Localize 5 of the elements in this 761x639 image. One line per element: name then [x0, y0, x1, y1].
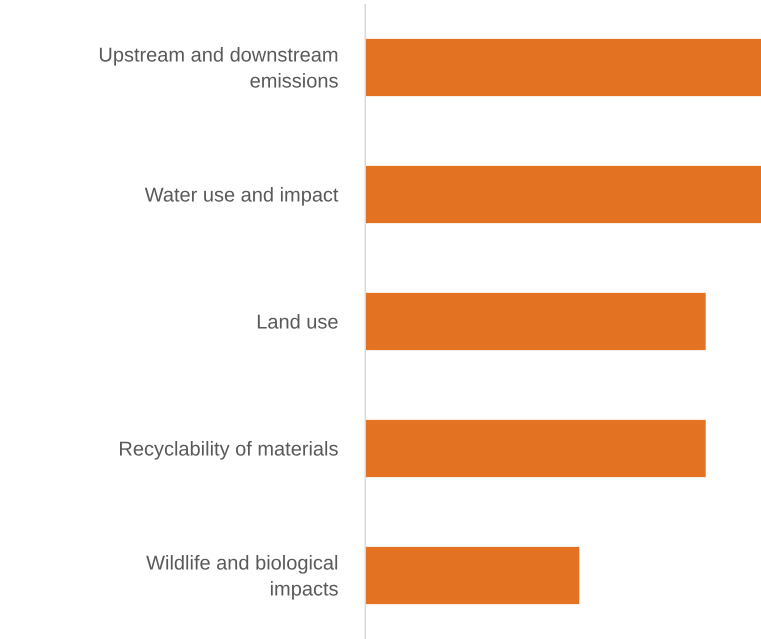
y-tick-label: Land use [256, 312, 338, 334]
y-tick-label: Water use and impact [144, 184, 339, 206]
y-tick-label: Recyclability of materials [118, 438, 338, 460]
y-tick-label: Wildlife and biological impacts [146, 552, 338, 600]
y-tick-label: Upstream and downstream emissions [98, 44, 338, 92]
